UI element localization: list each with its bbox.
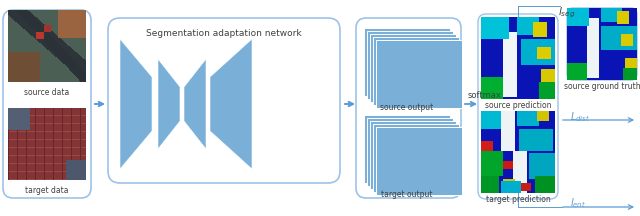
Polygon shape: [120, 39, 152, 169]
Text: source data: source data: [24, 88, 70, 97]
FancyBboxPatch shape: [373, 37, 459, 105]
Text: softmax: softmax: [468, 91, 502, 100]
Text: Segmentation adaptation network: Segmentation adaptation network: [146, 29, 302, 38]
Text: $\mathit{l}_{ent}$: $\mathit{l}_{ent}$: [570, 196, 586, 210]
Text: source ground truth: source ground truth: [564, 82, 640, 91]
Text: $\mathit{L}_{dist}$: $\mathit{L}_{dist}$: [570, 110, 590, 124]
Text: source prediction: source prediction: [484, 101, 551, 110]
FancyBboxPatch shape: [367, 118, 453, 186]
Text: target output: target output: [381, 190, 433, 199]
FancyBboxPatch shape: [364, 115, 450, 183]
Text: source output: source output: [380, 103, 434, 112]
Text: target prediction: target prediction: [486, 195, 550, 204]
Polygon shape: [184, 59, 206, 149]
FancyBboxPatch shape: [376, 127, 462, 195]
FancyBboxPatch shape: [370, 121, 456, 189]
FancyBboxPatch shape: [376, 40, 462, 108]
Polygon shape: [158, 59, 180, 149]
Text: target data: target data: [25, 186, 68, 195]
Polygon shape: [210, 39, 252, 169]
FancyBboxPatch shape: [367, 31, 453, 99]
FancyBboxPatch shape: [370, 34, 456, 102]
FancyBboxPatch shape: [364, 28, 450, 96]
FancyBboxPatch shape: [373, 124, 459, 192]
Text: $\mathit{l}_{seg}$: $\mathit{l}_{seg}$: [558, 6, 575, 20]
